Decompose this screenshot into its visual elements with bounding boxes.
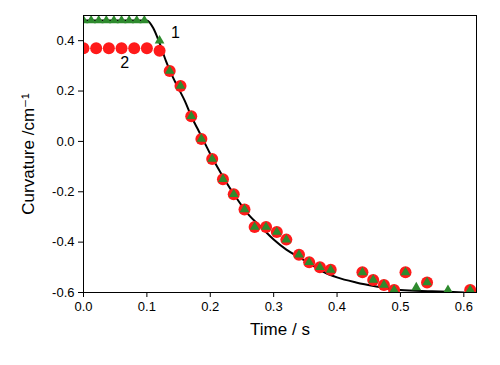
svg-text:0.0: 0.0	[56, 134, 74, 149]
svg-text:-0.2: -0.2	[52, 184, 74, 199]
svg-text:0.0: 0.0	[74, 299, 92, 314]
svg-text:2: 2	[120, 54, 129, 71]
svg-text:Time / s: Time / s	[250, 320, 310, 339]
svg-text:1: 1	[171, 24, 180, 41]
svg-text:0.4: 0.4	[328, 299, 346, 314]
svg-text:0.4: 0.4	[56, 33, 74, 48]
svg-text:-0.6: -0.6	[52, 285, 74, 300]
svg-text:0.3: 0.3	[265, 299, 283, 314]
svg-text:0.6: 0.6	[455, 299, 473, 314]
svg-text:Curvature /cm⁻¹: Curvature /cm⁻¹	[19, 93, 38, 215]
svg-text:0.1: 0.1	[138, 299, 156, 314]
svg-text:0.2: 0.2	[56, 83, 74, 98]
svg-text:-0.4: -0.4	[52, 234, 74, 249]
svg-text:0.2: 0.2	[201, 299, 219, 314]
svg-text:0.5: 0.5	[391, 299, 409, 314]
